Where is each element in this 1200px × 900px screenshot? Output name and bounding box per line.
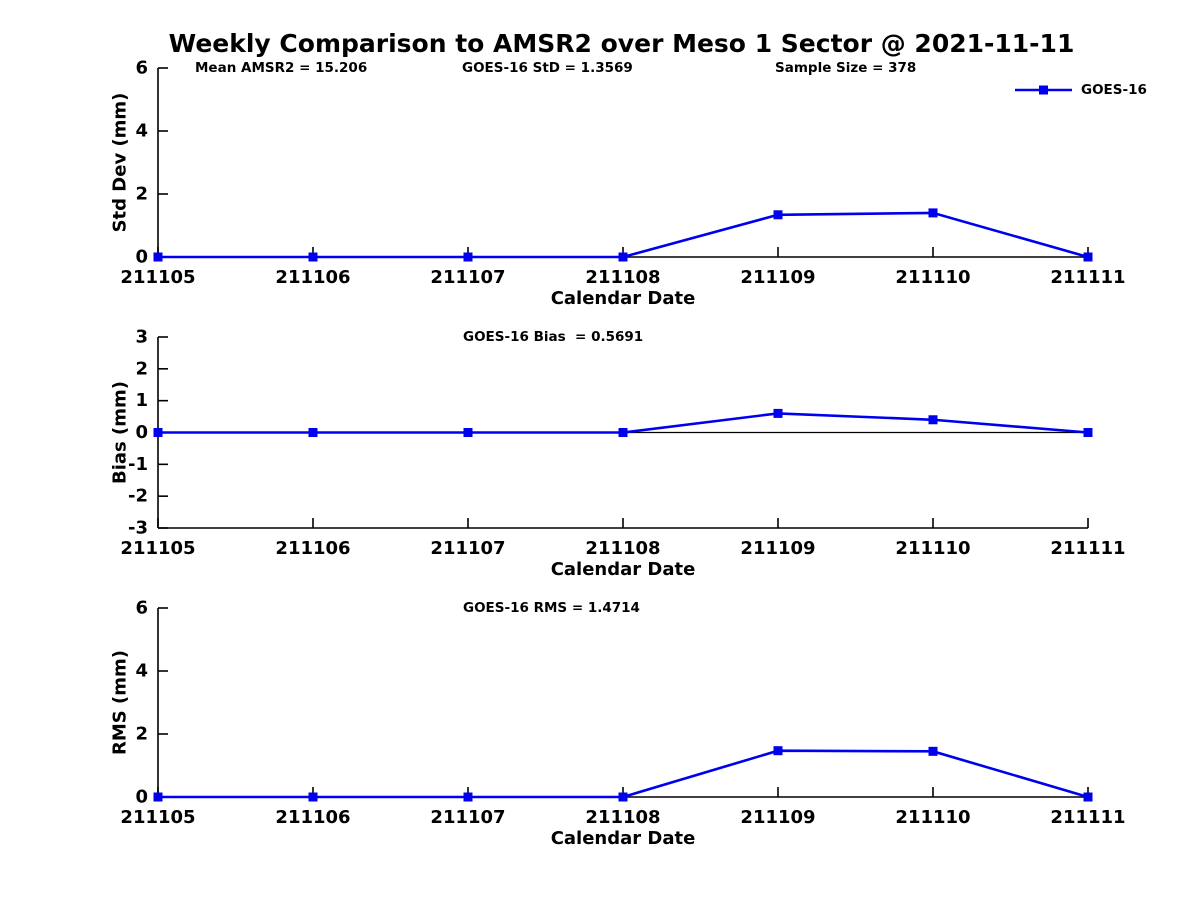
- y-tick-label: 4: [135, 661, 148, 682]
- x-tick-label: 211107: [430, 267, 505, 288]
- x-tick-label: 211106: [275, 538, 350, 559]
- figure-title: Weekly Comparison to AMSR2 over Meso 1 S…: [168, 29, 1075, 58]
- data-point-marker: [153, 428, 163, 437]
- y-tick-label: -3: [128, 518, 148, 539]
- y-tick-label: 3: [135, 327, 148, 348]
- x-tick-label: 211111: [1050, 538, 1125, 559]
- data-point-marker: [463, 792, 473, 802]
- stat-annotation: GOES-16 StD = 1.3569: [462, 60, 633, 76]
- legend-label: GOES-16: [1081, 82, 1147, 98]
- x-tick-label: 211110: [895, 538, 970, 559]
- x-tick-label: 211108: [585, 267, 660, 288]
- data-point-marker: [618, 252, 628, 262]
- y-axis-title: RMS (mm): [110, 650, 131, 755]
- data-point-marker: [308, 428, 318, 437]
- x-tick-label: 211105: [120, 538, 195, 559]
- stat-annotation: Mean AMSR2 = 15.206: [195, 60, 367, 76]
- stat-annotation: GOES-16 Bias = 0.5691: [463, 329, 643, 345]
- data-point-marker: [773, 210, 783, 220]
- x-tick-label: 211109: [740, 267, 815, 288]
- x-tick-label: 211110: [895, 267, 970, 288]
- subplot-rms: 0 2 4 6 211105 211106 211107 211108 211109 211110…: [110, 598, 1126, 850]
- x-axis-title: Calendar Date: [551, 559, 696, 580]
- x-tick-label: 211106: [275, 807, 350, 828]
- data-point-marker: [308, 252, 318, 262]
- subplot-std-dev: 0 2 4 6 211105 211106 211107 211108 211109 211110…: [110, 58, 1147, 310]
- x-tick-label: 211107: [430, 807, 505, 828]
- y-tick-label: -2: [128, 486, 148, 507]
- x-tick-label: 211106: [275, 267, 350, 288]
- x-tick-label: 211109: [740, 807, 815, 828]
- data-point-marker: [928, 746, 938, 756]
- x-tick-label: 211109: [740, 538, 815, 559]
- x-tick-label: 211108: [585, 807, 660, 828]
- data-point-marker: [928, 415, 938, 425]
- data-point-marker: [928, 208, 938, 218]
- data-point-marker: [153, 792, 163, 802]
- x-tick-label: 211105: [120, 267, 195, 288]
- y-tick-label: 0: [135, 422, 148, 443]
- y-tick-label: 2: [135, 724, 148, 745]
- y-axis-title: Bias (mm): [110, 381, 131, 484]
- x-tick-label: 211107: [430, 538, 505, 559]
- legend: GOES-16: [1015, 82, 1147, 98]
- data-point-marker: [1083, 428, 1093, 437]
- y-tick-label: 2: [135, 358, 148, 379]
- x-tick-label: 211108: [585, 538, 660, 559]
- data-point-marker: [1083, 792, 1093, 802]
- y-tick-label: 0: [135, 247, 148, 268]
- x-tick-label: 211111: [1050, 807, 1125, 828]
- data-point-marker: [463, 252, 473, 262]
- data-point-marker: [1083, 252, 1093, 262]
- stat-annotation: GOES-16 RMS = 1.4714: [463, 600, 640, 616]
- data-point-marker: [773, 746, 783, 756]
- y-tick-label: -1: [128, 454, 148, 475]
- x-tick-label: 211105: [120, 807, 195, 828]
- legend-marker: [1039, 85, 1048, 95]
- y-tick-label: 2: [135, 184, 148, 205]
- y-tick-label: 0: [135, 787, 148, 808]
- y-tick-label: 6: [135, 58, 148, 79]
- y-axis-title: Std Dev (mm): [110, 93, 131, 233]
- data-point-marker: [618, 792, 628, 802]
- y-tick-label: 4: [135, 121, 148, 142]
- data-point-marker: [618, 428, 628, 437]
- y-tick-label: 6: [135, 598, 148, 619]
- x-axis-title: Calendar Date: [551, 828, 696, 849]
- subplot-bias: -3 -2 -1 0 1 2 3 211105 211106 211107 211108 211109…: [110, 327, 1126, 581]
- stat-annotation: Sample Size = 378: [775, 60, 916, 76]
- data-point-marker: [463, 428, 473, 437]
- data-point-marker: [308, 792, 318, 802]
- x-axis-title: Calendar Date: [551, 288, 696, 309]
- data-point-marker: [773, 408, 783, 418]
- x-tick-label: 211110: [895, 807, 970, 828]
- x-tick-label: 211111: [1050, 267, 1125, 288]
- data-point-marker: [153, 252, 163, 262]
- y-tick-label: 1: [135, 390, 148, 411]
